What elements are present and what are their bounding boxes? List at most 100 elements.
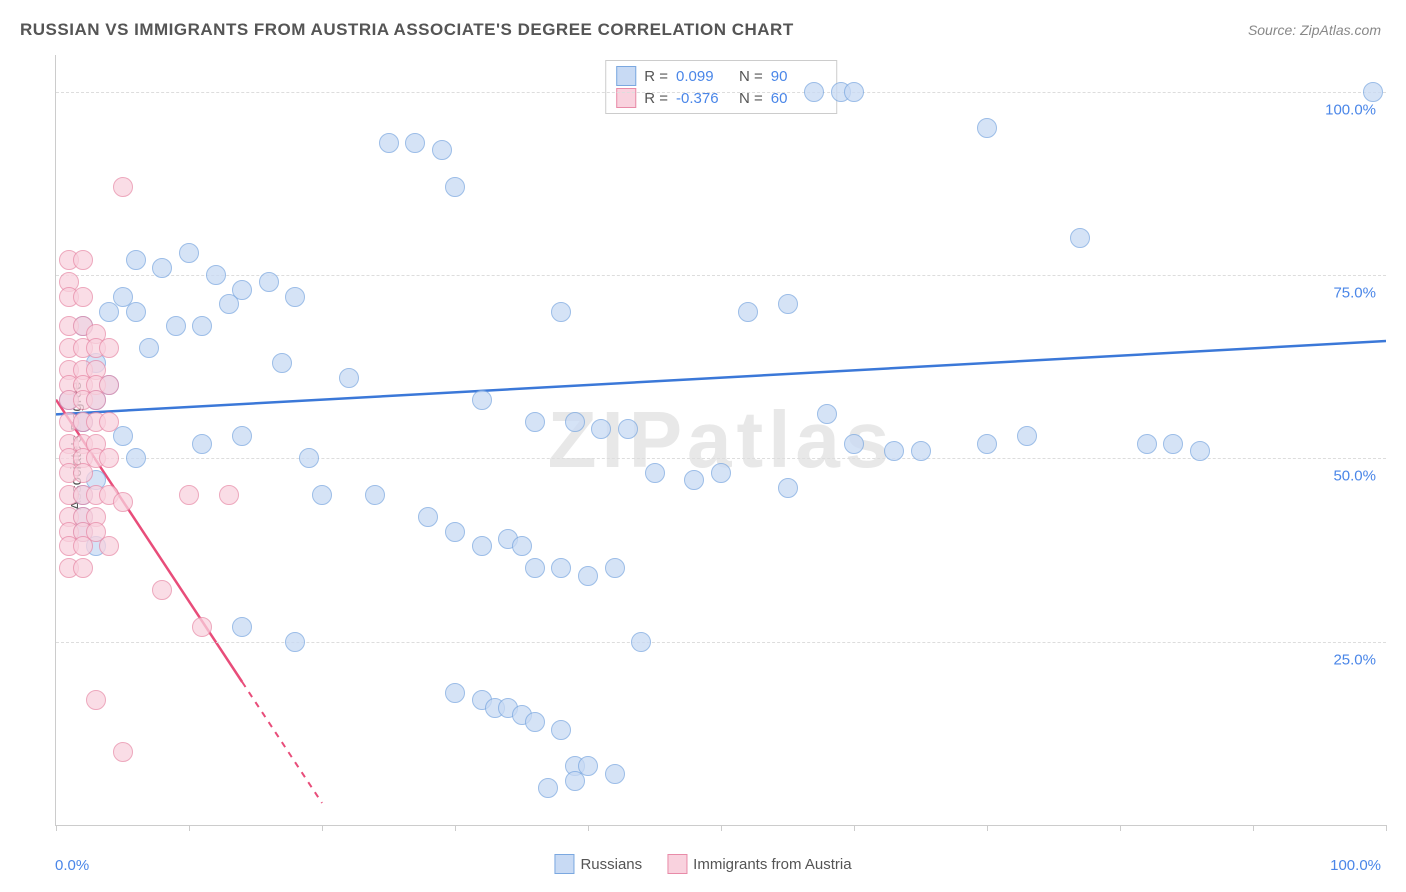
stat-r-value: 0.099 [676, 68, 731, 85]
y-tick-label: 75.0% [1333, 285, 1376, 302]
x-tick [189, 825, 190, 831]
scatter-point [86, 690, 106, 710]
scatter-point [1190, 441, 1210, 461]
x-tick [455, 825, 456, 831]
scatter-point [844, 434, 864, 454]
grid-line [56, 275, 1386, 276]
scatter-point [86, 390, 106, 410]
scatter-point [73, 250, 93, 270]
legend-swatch [667, 854, 687, 874]
scatter-point [578, 566, 598, 586]
scatter-point [884, 441, 904, 461]
source-attribution: Source: ZipAtlas.com [1248, 22, 1381, 38]
stat-n-label: N = [739, 68, 763, 85]
scatter-point [192, 617, 212, 637]
scatter-point [299, 448, 319, 468]
grid-line [56, 458, 1386, 459]
scatter-point [551, 558, 571, 578]
scatter-point [259, 272, 279, 292]
x-tick [1120, 825, 1121, 831]
x-tick [854, 825, 855, 831]
scatter-point [73, 558, 93, 578]
scatter-point [472, 390, 492, 410]
y-tick-label: 50.0% [1333, 468, 1376, 485]
x-tick [1253, 825, 1254, 831]
scatter-point [525, 558, 545, 578]
scatter-point [565, 771, 585, 791]
scatter-point [1363, 82, 1383, 102]
x-tick [987, 825, 988, 831]
scatter-point [339, 368, 359, 388]
scatter-point [1163, 434, 1183, 454]
scatter-point [512, 536, 532, 556]
bottom-legend: Russians Immigrants from Austria [554, 854, 851, 874]
scatter-point [977, 434, 997, 454]
scatter-point [711, 463, 731, 483]
scatter-point [551, 720, 571, 740]
scatter-point [1070, 228, 1090, 248]
scatter-point [551, 302, 571, 322]
scatter-point [99, 412, 119, 432]
scatter-point [977, 118, 997, 138]
y-tick-label: 25.0% [1333, 651, 1376, 668]
scatter-point [179, 243, 199, 263]
stats-legend-row: R =0.099N =90 [616, 65, 826, 87]
scatter-point [272, 353, 292, 373]
scatter-point [152, 258, 172, 278]
scatter-point [126, 250, 146, 270]
scatter-point [73, 287, 93, 307]
scatter-point [405, 133, 425, 153]
grid-line [56, 92, 1386, 93]
scatter-point [99, 338, 119, 358]
scatter-point [605, 764, 625, 784]
bottom-legend-label: Russians [580, 856, 642, 873]
scatter-point [445, 177, 465, 197]
bottom-legend-item: Immigrants from Austria [667, 854, 851, 874]
scatter-point [472, 536, 492, 556]
scatter-point [445, 683, 465, 703]
scatter-point [1017, 426, 1037, 446]
scatter-point [844, 82, 864, 102]
scatter-point [113, 177, 133, 197]
stats-legend-row: R =-0.376N =60 [616, 87, 826, 109]
scatter-point [206, 265, 226, 285]
scatter-point [73, 536, 93, 556]
scatter-point [684, 470, 704, 490]
scatter-point [285, 632, 305, 652]
scatter-point [418, 507, 438, 527]
scatter-point [219, 294, 239, 314]
x-axis-min-label: 0.0% [55, 857, 89, 874]
scatter-point [778, 294, 798, 314]
scatter-point [1137, 434, 1157, 454]
regression-lines-svg [56, 55, 1386, 825]
scatter-point [126, 302, 146, 322]
legend-swatch [616, 66, 636, 86]
scatter-point [605, 558, 625, 578]
scatter-point [99, 448, 119, 468]
scatter-point [804, 82, 824, 102]
scatter-point [379, 133, 399, 153]
scatter-point [565, 412, 585, 432]
scatter-point [778, 478, 798, 498]
scatter-point [538, 778, 558, 798]
scatter-point [817, 404, 837, 424]
scatter-point [591, 419, 611, 439]
scatter-point [219, 485, 239, 505]
scatter-point [126, 448, 146, 468]
scatter-point [166, 316, 186, 336]
scatter-point [738, 302, 758, 322]
y-tick-label: 100.0% [1325, 101, 1376, 118]
x-tick [1386, 825, 1387, 831]
scatter-point [113, 492, 133, 512]
scatter-point [285, 287, 305, 307]
x-axis-max-label: 100.0% [1330, 857, 1381, 874]
legend-swatch [554, 854, 574, 874]
bottom-legend-label: Immigrants from Austria [693, 856, 851, 873]
scatter-point [365, 485, 385, 505]
scatter-point [525, 712, 545, 732]
scatter-point [312, 485, 332, 505]
scatter-point [113, 742, 133, 762]
x-tick [721, 825, 722, 831]
scatter-point [525, 412, 545, 432]
scatter-point [445, 522, 465, 542]
